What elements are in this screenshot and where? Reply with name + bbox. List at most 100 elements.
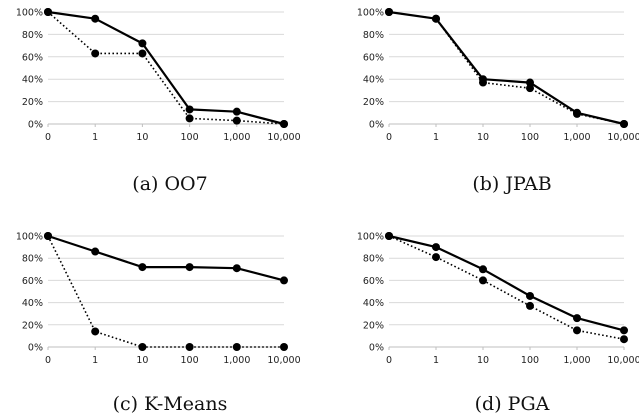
kmeans-series-solid-line [47, 234, 285, 282]
caption-kmeans: (c) K-Means [113, 393, 228, 415]
kmeans-series-dotted-point [185, 343, 194, 351]
pga-series-dotted-point [526, 301, 534, 310]
pga-x-tick-label: 100 [521, 355, 539, 366]
kmeans-y-tick-label: 0% [28, 343, 43, 354]
pga-y-tick-label: 60% [363, 276, 384, 287]
jpab-x-tick-label: 10,000 [607, 132, 639, 143]
jpab-series-solid-line [388, 10, 625, 126]
jpab-series-dotted-point [479, 78, 487, 87]
oo7-series-solid-point [91, 14, 100, 23]
jpab-series-dotted-line [388, 11, 625, 125]
pga-series-dotted-point [573, 326, 581, 335]
pga-series-solid-point [573, 314, 581, 323]
oo7-y-tick-label: 40% [22, 75, 43, 86]
jpab-series-dotted-point [526, 84, 534, 93]
oo7-y-tick-label: 0% [28, 120, 43, 131]
pga-series-dotted-line [388, 235, 625, 340]
pga-x-tick-label: 10,000 [607, 355, 639, 366]
kmeans-series-dotted-point [44, 232, 52, 240]
oo7-y-tick-label: 60% [22, 52, 43, 63]
kmeans-series-solid-point [138, 263, 147, 272]
oo7-series-dotted-point [232, 116, 241, 125]
kmeans-x-tick-label: 1 [92, 355, 98, 366]
pga-series-dotted-point [620, 335, 628, 344]
kmeans-series-solid-point [91, 247, 100, 256]
pga-series-dotted-point [479, 276, 487, 285]
oo7-series-dotted-point [44, 8, 52, 16]
jpab-series-dotted-point [573, 109, 581, 118]
kmeans-y-tick-label: 60% [22, 276, 43, 287]
kmeans-x-tick-label: 1,000 [223, 355, 250, 366]
pga-x-tick-label: 0 [386, 355, 392, 366]
kmeans-series-solid-point [185, 263, 194, 272]
oo7-series-solid-point [185, 105, 194, 114]
oo7-series-dotted-point [91, 49, 100, 58]
oo7-x-tick-label: 10 [136, 132, 148, 143]
pga-x-tick-label: 10 [477, 355, 489, 366]
pga-y-tick-label: 80% [363, 254, 384, 265]
chart-panel-kmeans: 0% 20% 40% 60% 80% 100% 0 1 10 100 1,000 10,000 [16, 232, 301, 367]
kmeans-y-tick-label: 80% [22, 254, 43, 265]
jpab-x-tick-label: 0 [386, 132, 392, 143]
pga-x-tick-label: 1,000 [563, 355, 590, 366]
pga-x-tick-label: 1 [433, 355, 439, 366]
pga-series-solid-point [526, 291, 534, 300]
pga-series-solid-point [620, 326, 628, 335]
kmeans-series-solid-point [232, 264, 241, 273]
caption-pga: (d) PGA [475, 393, 550, 415]
jpab-series-solid-point [526, 78, 534, 87]
jpab-y-tick-label: 40% [363, 75, 384, 86]
oo7-series-dotted-line [47, 11, 285, 125]
pga-series-solid-point [432, 243, 440, 252]
oo7-series-dotted-point [280, 120, 288, 128]
jpab-x-tick-label: 1 [433, 132, 439, 143]
jpab-x-tick-label: 1,000 [563, 132, 590, 143]
pga-y-tick-label: 0% [369, 343, 384, 354]
pga-series-dotted-point [385, 232, 393, 240]
pga-series-solid-point [479, 265, 487, 274]
jpab-y-tick-label: 80% [363, 30, 384, 41]
oo7-series-dotted-point [138, 49, 147, 58]
chart-panel-pga: 0% 20% 40% 60% 80% 100% 0 1 10 100 1,000 10,000 [357, 232, 639, 367]
jpab-y-tick-label: 0% [369, 120, 384, 131]
pga-series-dotted-point [432, 253, 440, 262]
kmeans-x-tick-label: 10,000 [267, 355, 300, 366]
jpab-y-tick-label: 20% [363, 97, 384, 108]
jpab-x-tick-label: 10 [477, 132, 489, 143]
kmeans-series-dotted-line [47, 235, 284, 348]
oo7-series-solid-line [47, 10, 285, 126]
kmeans-y-tick-label: 20% [22, 320, 43, 331]
jpab-y-tick-label: 60% [363, 52, 384, 63]
oo7-x-tick-label: 1,000 [223, 132, 250, 143]
jpab-series-dotted-point [432, 14, 440, 23]
jpab-x-tick-label: 100 [521, 132, 539, 143]
kmeans-series-dotted-point [91, 327, 100, 336]
oo7-y-tick-label: 80% [22, 30, 43, 41]
oo7-y-tick-label: 20% [22, 97, 43, 108]
kmeans-series-dotted-point [138, 343, 147, 351]
chart-panel-jpab: 0% 20% 40% 60% 80% 100% 0 1 10 100 1,000 10,000 [357, 8, 639, 144]
pga-y-tick-label: 40% [363, 298, 384, 309]
pga-series-solid-line [388, 234, 625, 332]
pga-y-tick-label: 100% [357, 232, 384, 243]
kmeans-y-tick-label: 100% [16, 232, 43, 243]
chart-panel-oo7: 0% 20% 40% 60% 80% 100% 0 1 10 100 1,000 10,000 [16, 8, 301, 144]
jpab-series-dotted-point [385, 8, 393, 16]
kmeans-series-dotted-point [232, 343, 241, 351]
oo7-x-tick-label: 100 [181, 132, 199, 143]
caption-jpab: (b) JPAB [472, 173, 551, 195]
oo7-series-dotted-point [185, 114, 194, 123]
kmeans-series-dotted-point [280, 343, 288, 351]
jpab-y-tick-label: 100% [357, 8, 384, 19]
oo7-y-tick-label: 100% [16, 8, 43, 19]
pga-y-tick-label: 20% [363, 320, 384, 331]
jpab-series-dotted-point [620, 120, 628, 128]
kmeans-x-tick-label: 0 [45, 355, 51, 366]
oo7-x-tick-label: 1 [92, 132, 98, 143]
kmeans-series-solid-point [280, 276, 288, 285]
kmeans-y-tick-label: 40% [22, 298, 43, 309]
oo7-x-tick-label: 0 [45, 132, 51, 143]
kmeans-x-tick-label: 10 [136, 355, 148, 366]
kmeans-x-tick-label: 100 [181, 355, 199, 366]
